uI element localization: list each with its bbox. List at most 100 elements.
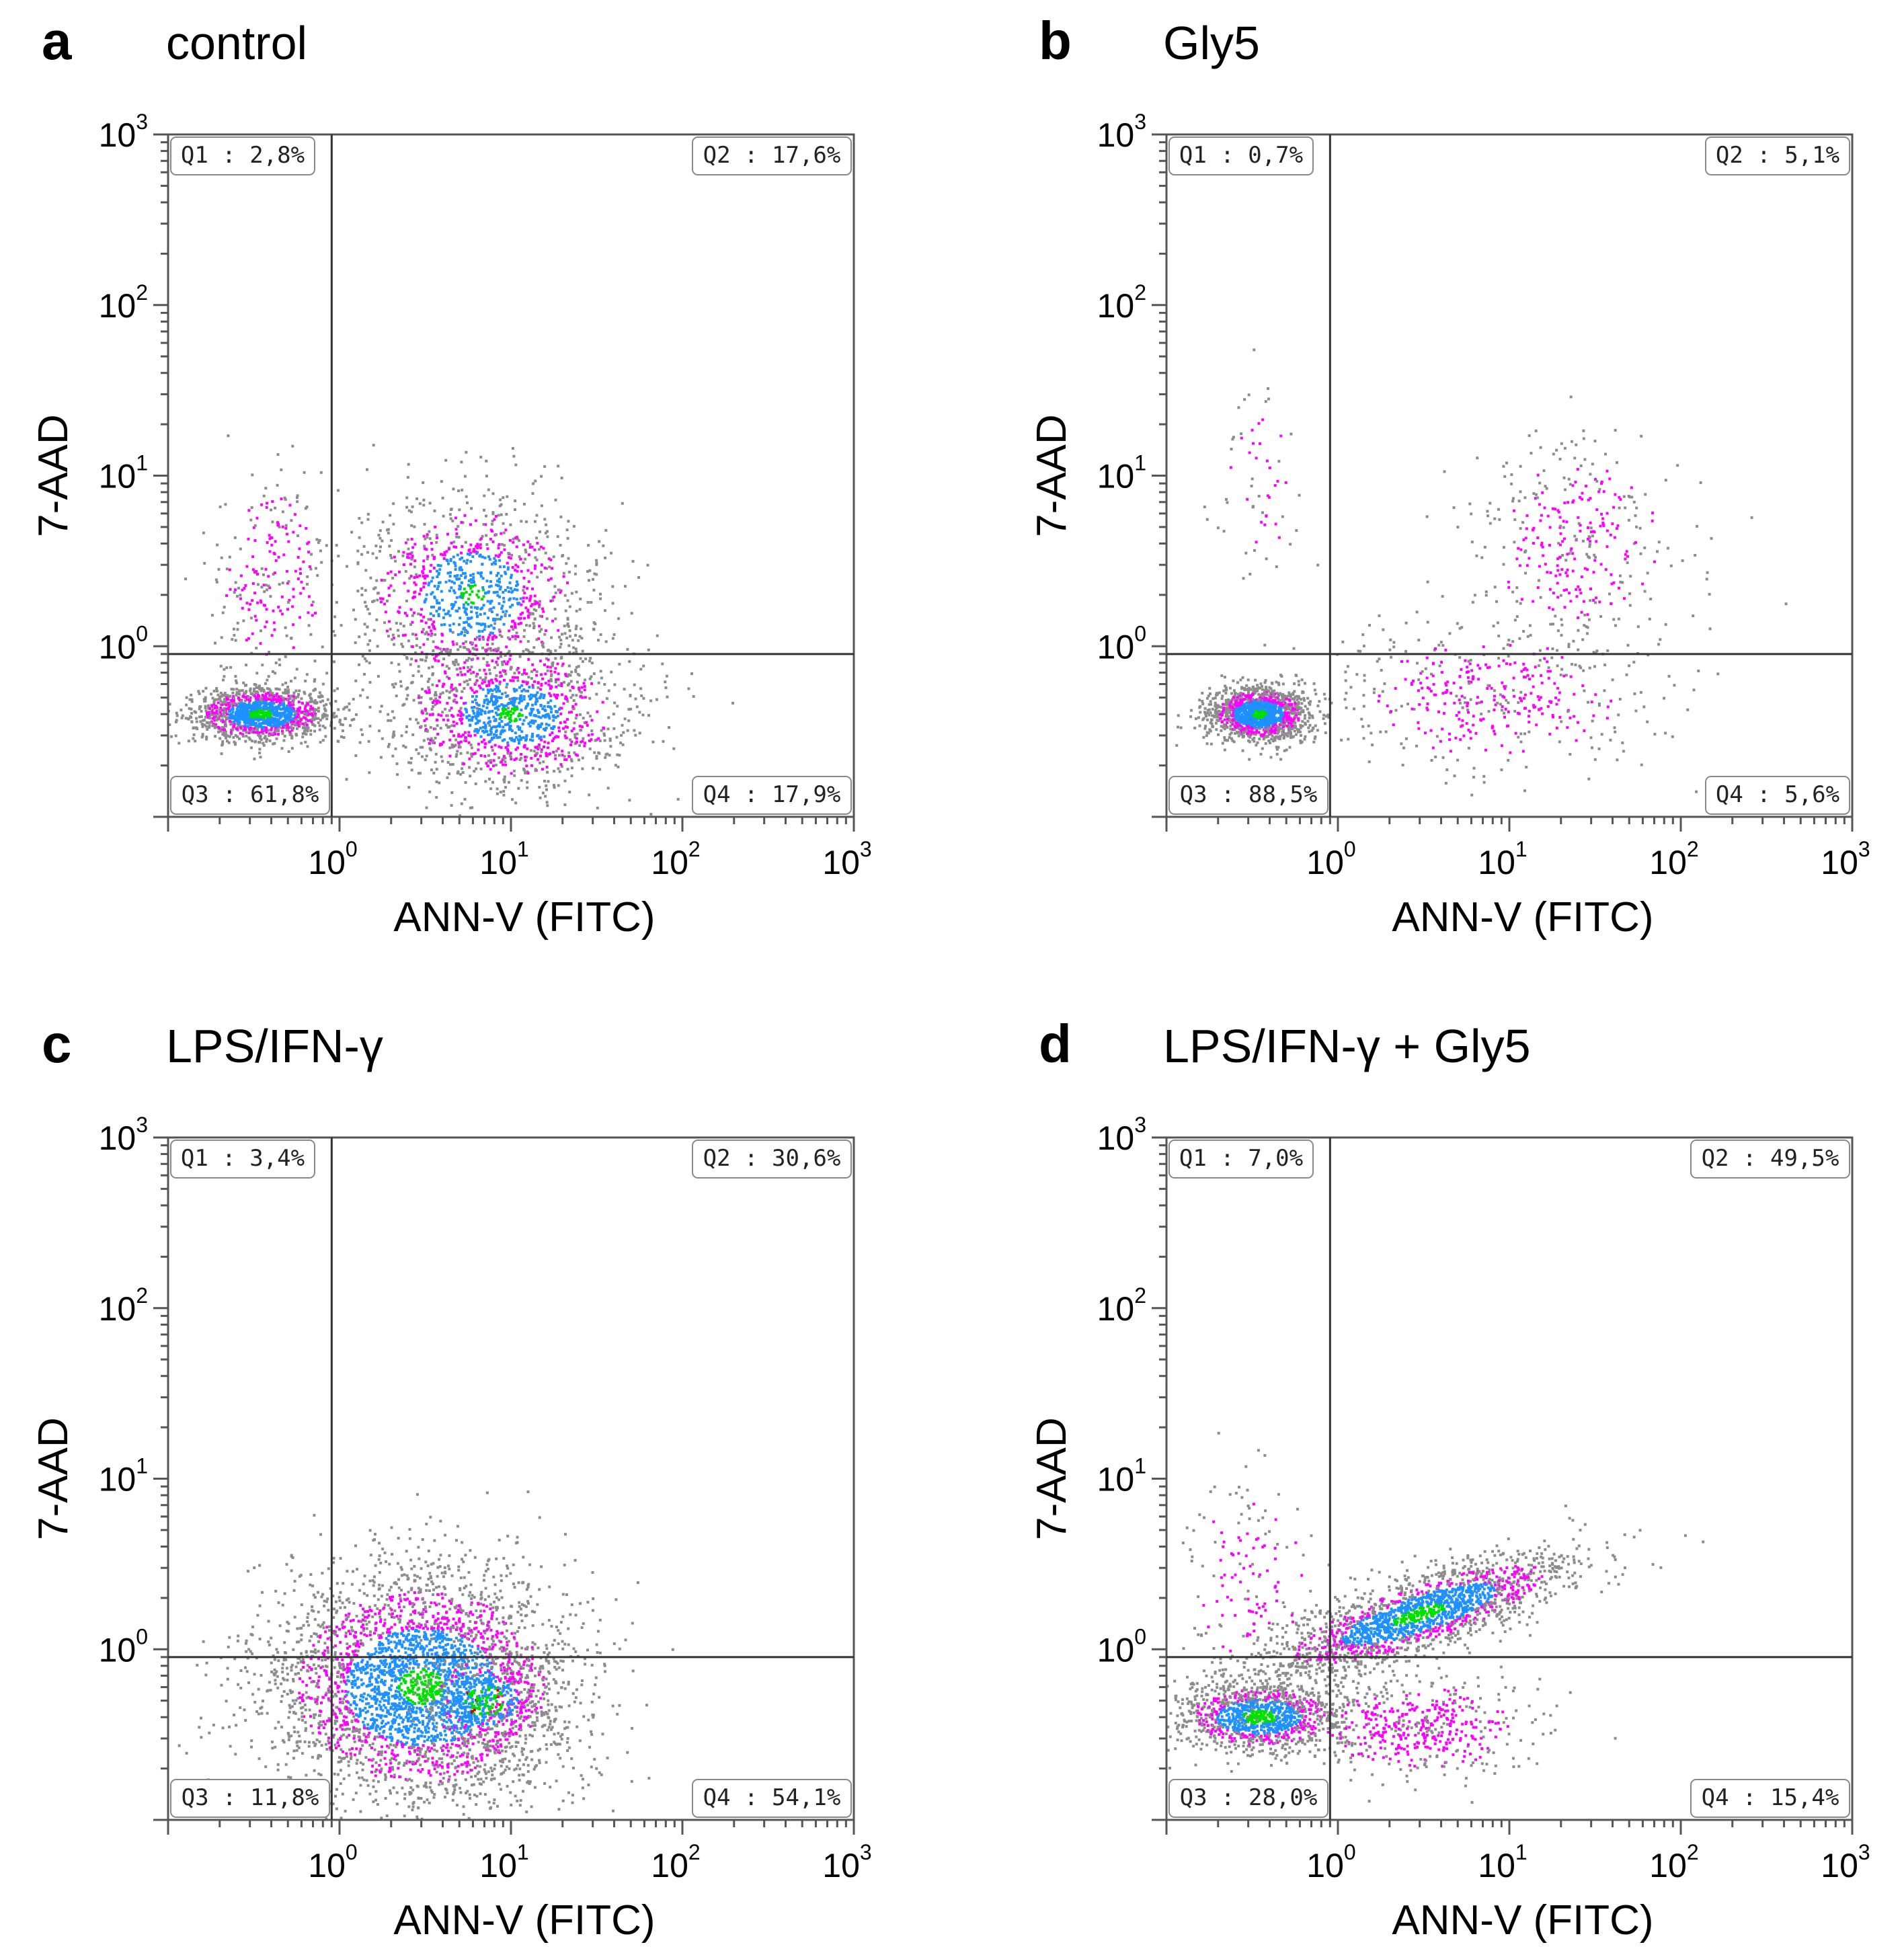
- event-dot: [425, 717, 428, 721]
- event-dot: [288, 715, 291, 718]
- event-dot: [284, 524, 288, 527]
- event-dot: [473, 647, 476, 651]
- event-dot: [1270, 737, 1273, 741]
- event-dot: [551, 740, 554, 742]
- event-dot: [457, 673, 460, 676]
- event-dot: [489, 624, 493, 627]
- event-dot: [576, 680, 579, 684]
- event-dot: [617, 765, 620, 768]
- event-dot: [385, 600, 389, 602]
- event-dot: [380, 579, 383, 582]
- event-dot: [267, 575, 270, 578]
- event-dot: [519, 736, 522, 740]
- event-dot: [375, 579, 379, 582]
- event-dot: [288, 733, 292, 736]
- event-dot: [256, 701, 260, 704]
- event-dot: [559, 712, 563, 715]
- event-dot: [292, 588, 295, 591]
- event-dot: [274, 506, 277, 510]
- event-dot: [588, 569, 592, 572]
- event-dot: [239, 707, 242, 710]
- event-dot: [264, 721, 268, 725]
- event-dot: [676, 797, 680, 801]
- event-dot: [547, 705, 550, 708]
- event-dot: [311, 700, 314, 703]
- event-dot: [389, 719, 393, 722]
- event-dot: [364, 600, 366, 604]
- event-dot: [434, 645, 438, 649]
- event-dot: [492, 759, 495, 762]
- event-dot: [437, 585, 440, 588]
- event-dot: [588, 793, 591, 797]
- event-dot: [438, 695, 442, 699]
- event-dot: [603, 739, 606, 742]
- event-dot: [465, 740, 467, 743]
- event-dot: [434, 694, 438, 697]
- event-dot: [267, 729, 270, 732]
- event-dot: [610, 551, 613, 555]
- event-dot: [479, 572, 482, 575]
- event-dot: [1288, 727, 1291, 730]
- event-dot: [379, 529, 382, 532]
- event-dot: [448, 589, 451, 592]
- event-dot: [231, 717, 235, 720]
- event-dot: [403, 703, 406, 706]
- event-dot: [533, 520, 537, 523]
- event-dot: [613, 701, 617, 705]
- event-dot: [425, 691, 428, 694]
- event-dot: [511, 707, 514, 711]
- event-dot: [264, 726, 268, 729]
- event-dot: [380, 600, 383, 604]
- event-dot: [563, 803, 567, 806]
- event-dot: [475, 622, 479, 625]
- event-dot: [506, 722, 510, 725]
- event-dot: [483, 699, 486, 702]
- event-dot: [360, 553, 364, 556]
- event-dot: [400, 643, 403, 646]
- event-dot: [321, 682, 325, 686]
- event-dot: [551, 662, 554, 666]
- event-dot: [389, 554, 392, 557]
- event-dot: [395, 762, 399, 766]
- event-dot: [493, 634, 496, 637]
- event-dot: [526, 781, 529, 784]
- event-dot: [424, 598, 428, 601]
- event-dot: [433, 657, 436, 660]
- event-dot: [526, 614, 530, 618]
- event-dot: [557, 754, 561, 757]
- event-dot: [1194, 717, 1197, 721]
- event-dot: [454, 660, 458, 664]
- event-dot: [1269, 691, 1272, 694]
- event-dot: [431, 623, 434, 626]
- event-dot: [283, 735, 286, 737]
- event-dot: [520, 714, 524, 717]
- event-dot: [456, 772, 459, 775]
- event-dot: [220, 752, 223, 756]
- event-dot: [210, 692, 213, 696]
- event-dot: [560, 693, 563, 696]
- event-dot: [255, 717, 258, 721]
- event-dot: [441, 633, 444, 637]
- event-dot: [442, 514, 445, 518]
- event-dot: [460, 802, 463, 805]
- event-dot: [337, 489, 340, 492]
- event-dot: [472, 550, 475, 553]
- event-dot: [534, 768, 537, 771]
- event-dot: [518, 617, 521, 621]
- event-dot: [512, 619, 515, 623]
- event-dot: [500, 655, 502, 658]
- event-dot: [208, 726, 211, 729]
- event-dot: [214, 713, 216, 717]
- event-dot: [514, 748, 518, 751]
- event-dot: [223, 710, 227, 713]
- event-dot: [286, 706, 290, 709]
- event-dot: [469, 523, 472, 526]
- event-dot: [295, 668, 299, 671]
- event-dot: [481, 709, 484, 713]
- event-dot: [481, 725, 485, 729]
- event-dot: [464, 701, 467, 705]
- event-dot: [371, 552, 374, 555]
- event-dot: [360, 587, 364, 590]
- event-dot: [588, 740, 591, 742]
- event-dot: [494, 635, 498, 639]
